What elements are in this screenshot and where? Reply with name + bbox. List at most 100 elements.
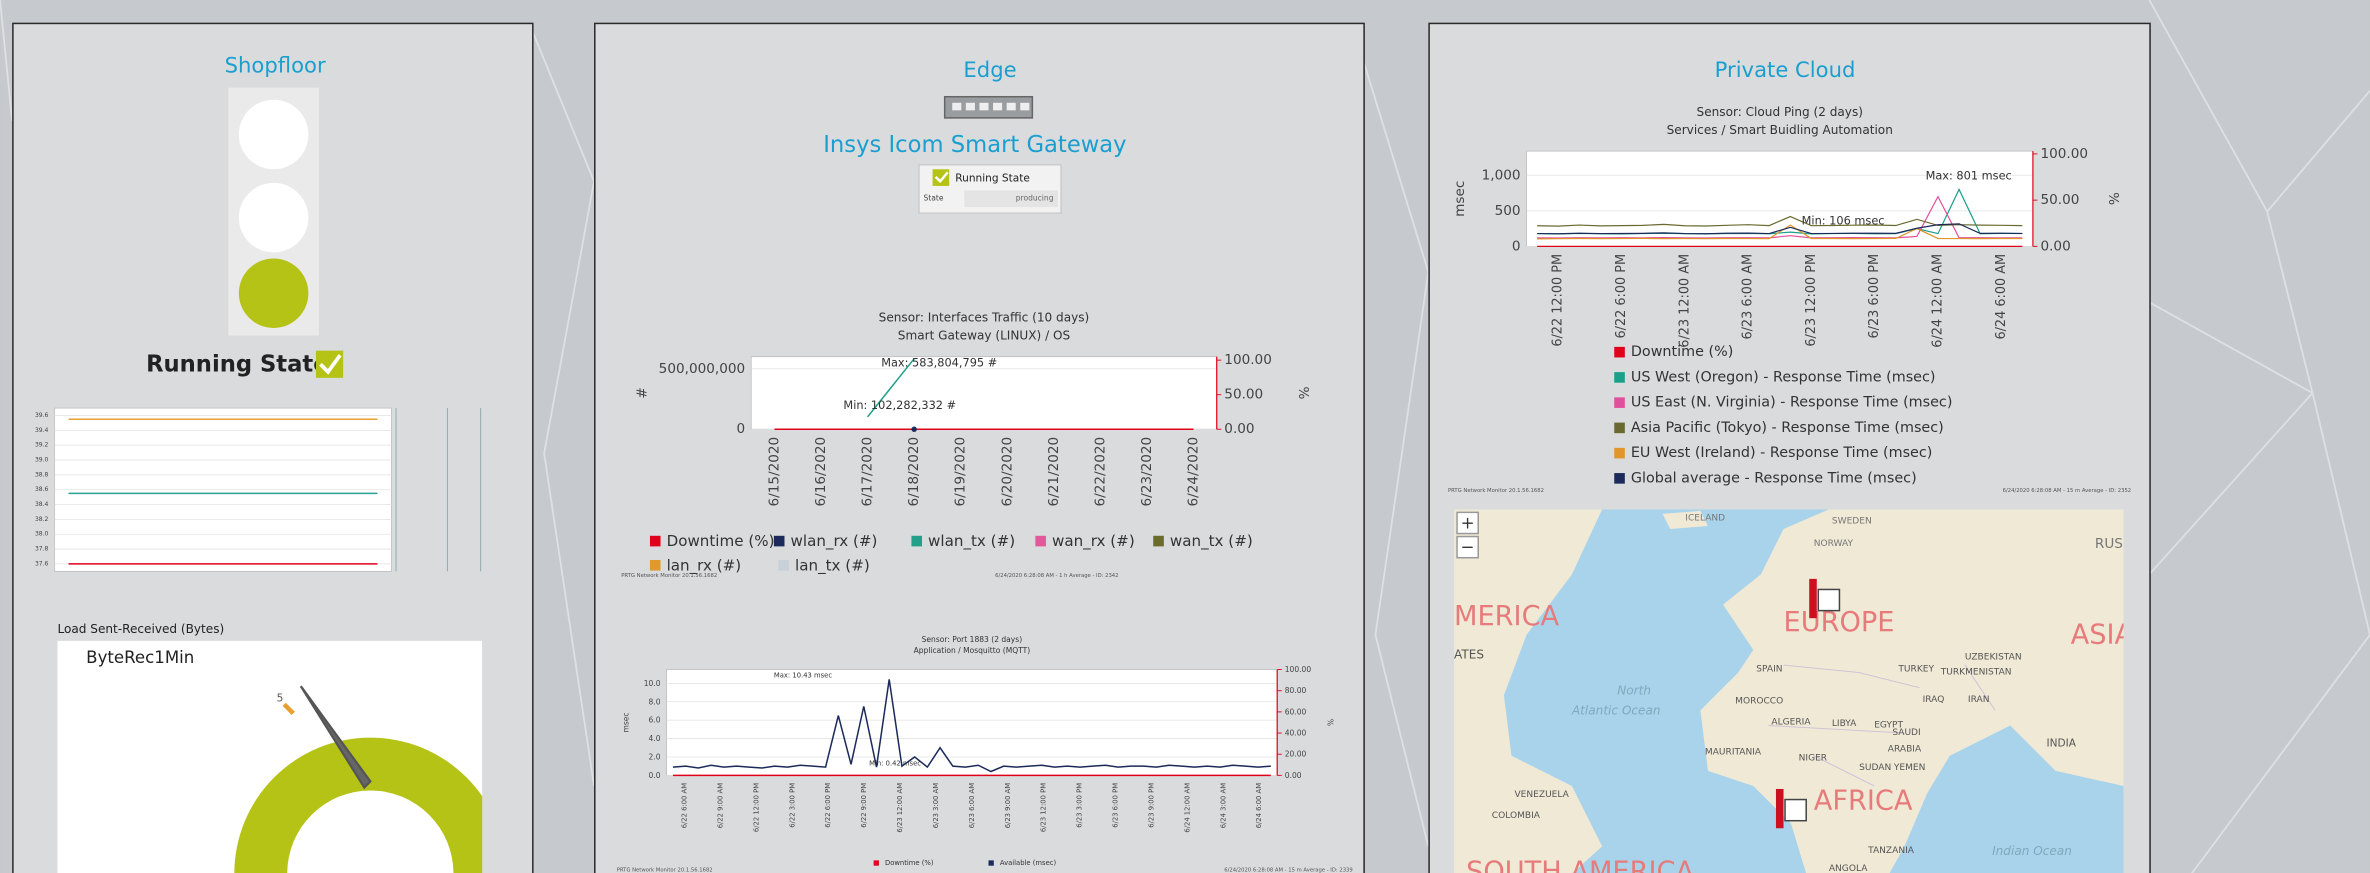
x-tick-label: 6/22 3:00 PM bbox=[788, 783, 796, 828]
x-tick-label: 6/19/2020 bbox=[953, 437, 969, 507]
y2-tick-label: 0.00 bbox=[1285, 771, 1302, 780]
map-label: ICELAND bbox=[1685, 513, 1725, 523]
light-off bbox=[239, 100, 309, 170]
chart-title: Sensor: Interfaces Traffic (10 days) bbox=[879, 310, 1090, 324]
y-axis-label: msec bbox=[621, 712, 630, 732]
map-label: TANZANIA bbox=[1867, 846, 1915, 856]
y2-axis-label: % bbox=[1295, 387, 1311, 400]
y-tick-label: 1,000 bbox=[1482, 167, 1521, 183]
legend-swatch bbox=[650, 560, 661, 571]
x-tick-label: 6/24 3:00 AM bbox=[1219, 783, 1227, 828]
legend-label: US West (Oregon) - Response Time (msec) bbox=[1631, 369, 1936, 385]
legend-label: wan_rx (#) bbox=[1052, 532, 1135, 551]
y-tick-label: 6.0 bbox=[649, 716, 661, 725]
map-label: ANGOLA bbox=[1829, 864, 1868, 873]
zoom-out-label[interactable]: − bbox=[1461, 538, 1475, 557]
x-tick-label: 6/22/2020 bbox=[1092, 437, 1108, 507]
x-tick-label: 6/23 6:00 PM bbox=[1867, 254, 1882, 339]
y2-tick-label: 40.00 bbox=[1285, 729, 1307, 738]
y-tick-label: 0.0 bbox=[649, 771, 661, 780]
y2-tick-label: 0.00 bbox=[1224, 421, 1254, 437]
legend-label: US East (N. Virginia) - Response Time (m… bbox=[1631, 395, 1953, 411]
min-annotation: Min: 0.42 msec bbox=[869, 759, 921, 767]
map-label: INDIA bbox=[2047, 738, 2077, 750]
panel-title: Shopfloor bbox=[225, 52, 326, 77]
x-tick-label: 6/22 12:00 PM bbox=[752, 783, 760, 832]
map-label: EUROPE bbox=[1784, 607, 1895, 638]
map-label: IRAQ bbox=[1923, 695, 1945, 705]
y-tick-label: 500,000,000 bbox=[659, 361, 745, 377]
legend-label: lan_tx (#) bbox=[795, 556, 870, 575]
legend-label: Downtime (%) bbox=[1631, 344, 1733, 360]
map-label: ATES bbox=[1454, 647, 1484, 661]
x-tick-label: 6/23 9:00 PM bbox=[1147, 783, 1155, 828]
map-label: MERICA bbox=[1454, 601, 1560, 632]
y2-tick-label: 60.00 bbox=[1285, 707, 1307, 716]
map-label: Atlantic Ocean bbox=[1571, 703, 1661, 717]
footer: 6/24/2020 6:28:08 AM - 15 m Average - ID… bbox=[2003, 488, 2132, 494]
dashboard: Shopfloor Running State: Load Sent-Recei… bbox=[0, 0, 2370, 873]
zoom-in-label[interactable]: + bbox=[1461, 513, 1475, 532]
y2-tick-label: 100.00 bbox=[1285, 665, 1312, 674]
footer: 6/24/2020 6:28:08 AM - 15 m Average - ID… bbox=[1224, 868, 1353, 873]
y-axis-label: # bbox=[634, 387, 650, 398]
chart-subtitle: Services / Smart Buidling Automation bbox=[1667, 123, 1893, 137]
x-tick-label: 6/22 6:00 PM bbox=[824, 783, 832, 828]
x-tick-label: 6/24 6:00 AM bbox=[1255, 783, 1263, 828]
legend-swatch bbox=[1614, 372, 1625, 383]
footer: 6/24/2020 6:28:08 AM - 1 h Average - ID:… bbox=[995, 573, 1118, 579]
legend-label: wan_tx (#) bbox=[1170, 532, 1253, 551]
y-tick-label: 4.0 bbox=[649, 734, 661, 743]
map-label: TURKMENISTAN bbox=[1940, 668, 2012, 678]
legend-swatch bbox=[989, 860, 994, 865]
device-name: Insys Icom Smart Gateway bbox=[823, 132, 1126, 158]
y2-tick-label: 80.00 bbox=[1285, 686, 1307, 695]
map-label: TURKEY bbox=[1897, 665, 1934, 675]
map-label: SPAIN bbox=[1756, 665, 1782, 675]
map-label: UZBEKISTAN bbox=[1965, 652, 2022, 662]
legend-label: Available (msec) bbox=[1000, 859, 1057, 867]
y-tick-label: 38.8 bbox=[35, 471, 49, 478]
chart-title: Sensor: Cloud Ping (2 days) bbox=[1697, 105, 1863, 119]
gauge-tick-label: 5 bbox=[277, 692, 284, 704]
x-tick-label: 6/18/2020 bbox=[906, 437, 922, 507]
map-label: AFRICA bbox=[1814, 786, 1913, 817]
legend-label: Downtime (%) bbox=[885, 859, 934, 867]
legend-label: Downtime (%) bbox=[667, 532, 775, 550]
y-tick-label: 39.0 bbox=[35, 457, 49, 464]
y-tick-label: 0 bbox=[1512, 238, 1521, 254]
map-label: SWEDEN bbox=[1832, 516, 1872, 526]
map-label: Indian Ocean bbox=[1992, 844, 2072, 858]
legend-swatch bbox=[778, 560, 789, 571]
x-tick-label: 6/22 12:00 PM bbox=[1551, 254, 1566, 347]
x-tick-label: 6/23 6:00 AM bbox=[968, 783, 976, 828]
panel-title: Edge bbox=[963, 57, 1016, 82]
max-annotation: Max: 583,804,795 # bbox=[881, 356, 997, 370]
legend-swatch bbox=[1035, 536, 1046, 547]
legend-swatch bbox=[874, 860, 879, 865]
x-tick-label: 6/22 9:00 PM bbox=[860, 783, 868, 828]
x-tick-label: 6/22 9:00 AM bbox=[716, 783, 724, 828]
map-label: COLOMBIA bbox=[1492, 811, 1541, 821]
x-tick-label: 6/24 12:00 AM bbox=[1930, 254, 1945, 348]
footer: PRTG Network Monitor 20.1.56.1682 bbox=[621, 573, 717, 579]
y2-axis-label: % bbox=[2105, 192, 2121, 205]
chart-subtitle: Application / Mosquitto (MQTT) bbox=[914, 646, 1031, 655]
y-axis-label: msec bbox=[1452, 181, 1468, 217]
x-tick-label: 6/23 12:00 PM bbox=[1040, 783, 1048, 832]
x-tick-label: 6/22 6:00 AM bbox=[681, 783, 689, 828]
x-tick-label: 6/16/2020 bbox=[813, 437, 829, 507]
y-tick-label: 38.2 bbox=[35, 516, 49, 523]
x-tick-label: 6/15/2020 bbox=[766, 437, 782, 507]
chart-title: Sensor: Port 1883 (2 days) bbox=[922, 635, 1023, 644]
legend-swatch bbox=[1614, 448, 1625, 459]
x-tick-label: 6/22 6:00 PM bbox=[1614, 254, 1629, 339]
legend-label: wlan_tx (#) bbox=[928, 532, 1015, 551]
max-annotation: Max: 801 msec bbox=[1926, 168, 2012, 182]
map-label: IRAN bbox=[1968, 695, 1990, 705]
x-tick-label: 6/21/2020 bbox=[1046, 437, 1062, 507]
legend-swatch bbox=[774, 536, 785, 547]
x-tick-label: 6/23/2020 bbox=[1139, 437, 1155, 507]
x-tick-label: 6/23 12:00 AM bbox=[1677, 254, 1692, 348]
gauge-clip bbox=[482, 641, 527, 873]
